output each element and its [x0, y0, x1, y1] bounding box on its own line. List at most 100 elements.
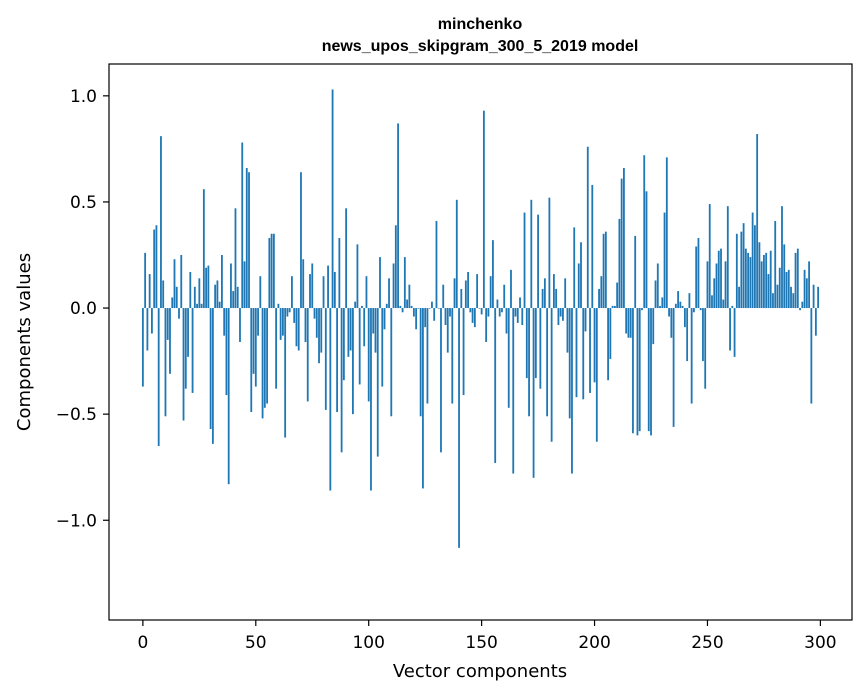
- bar: [166, 308, 169, 340]
- plot-frame: [108, 63, 853, 621]
- bar: [164, 308, 167, 417]
- bar: [221, 254, 223, 309]
- bar: [787, 269, 790, 309]
- bar: [765, 252, 768, 309]
- bar: [306, 308, 309, 402]
- bar: [767, 274, 770, 309]
- bar: [753, 225, 756, 309]
- bar: [209, 308, 212, 430]
- bar: [808, 261, 810, 309]
- bar: [715, 263, 718, 309]
- bar: [254, 308, 257, 387]
- bar: [160, 136, 162, 309]
- bar: [482, 110, 485, 309]
- bar: [598, 288, 600, 309]
- bar: [200, 303, 203, 309]
- bar: [227, 308, 230, 485]
- bar: [636, 308, 639, 436]
- bar: [607, 308, 609, 381]
- bar: [455, 199, 458, 309]
- bar: [191, 308, 194, 393]
- bar: [781, 206, 783, 309]
- bar: [205, 267, 208, 309]
- bar: [650, 308, 652, 436]
- y-axis-ticks: −1.0 −0.5 0.0 0.5 1.0: [56, 87, 109, 531]
- bar: [720, 248, 722, 309]
- bar: [449, 308, 451, 317]
- bar: [424, 308, 427, 328]
- bar: [315, 308, 318, 338]
- bar: [394, 225, 397, 309]
- x-tick-label: 150: [465, 633, 497, 653]
- bar: [232, 291, 235, 309]
- bar: [656, 263, 659, 309]
- bar: [665, 157, 668, 309]
- bar: [453, 278, 456, 309]
- bar: [546, 308, 549, 417]
- bar: [385, 303, 388, 309]
- bar: [223, 308, 226, 336]
- y-axis-label: Components values: [14, 253, 35, 431]
- bar: [803, 269, 806, 309]
- bar: [272, 233, 275, 309]
- bar: [756, 134, 759, 309]
- bar: [193, 286, 196, 309]
- bar: [638, 308, 641, 432]
- bar: [347, 308, 350, 357]
- bar: [437, 308, 440, 309]
- x-tick-label: 200: [578, 633, 610, 653]
- bar: [726, 206, 729, 309]
- bar: [406, 299, 409, 309]
- bar: [571, 308, 573, 474]
- bar: [575, 308, 578, 398]
- bar: [275, 308, 278, 389]
- bar: [252, 308, 255, 374]
- bar: [516, 308, 519, 323]
- bar: [613, 305, 616, 309]
- bar: [557, 308, 560, 326]
- bar: [796, 248, 799, 309]
- bar: [580, 242, 582, 309]
- bar: [243, 261, 246, 309]
- bar: [532, 308, 535, 478]
- bar: [566, 308, 569, 353]
- x-tick-label: 50: [245, 633, 267, 653]
- bar: [338, 238, 341, 309]
- bar: [309, 274, 311, 309]
- bar: [322, 276, 325, 309]
- bar: [537, 214, 539, 309]
- bar: [744, 248, 747, 309]
- bar: [392, 263, 395, 309]
- bar: [794, 252, 797, 309]
- bar: [234, 208, 237, 309]
- bar: [444, 308, 447, 326]
- bar: [679, 301, 682, 309]
- bar: [521, 308, 524, 326]
- bar: [654, 280, 657, 309]
- bar: [693, 308, 695, 313]
- bar: [742, 223, 745, 309]
- bar: [281, 308, 284, 336]
- bar: [467, 271, 469, 309]
- bar: [153, 229, 156, 309]
- bar: [814, 308, 817, 336]
- bar: [304, 308, 307, 342]
- bar: [769, 250, 772, 309]
- bar: [496, 299, 499, 309]
- bar: [433, 308, 436, 321]
- bar: [589, 308, 591, 393]
- bar: [584, 308, 587, 332]
- bar: [591, 184, 594, 309]
- bar: [171, 297, 174, 309]
- bar: [514, 308, 517, 317]
- bar: [555, 288, 558, 309]
- bar: [740, 231, 743, 309]
- bar: [523, 212, 526, 309]
- bar: [632, 308, 634, 434]
- bar: [250, 308, 253, 413]
- bar: [180, 254, 183, 309]
- bar: [460, 288, 463, 309]
- bar: [659, 305, 661, 309]
- bar: [573, 227, 576, 309]
- y-tick-label: 1.0: [70, 87, 97, 107]
